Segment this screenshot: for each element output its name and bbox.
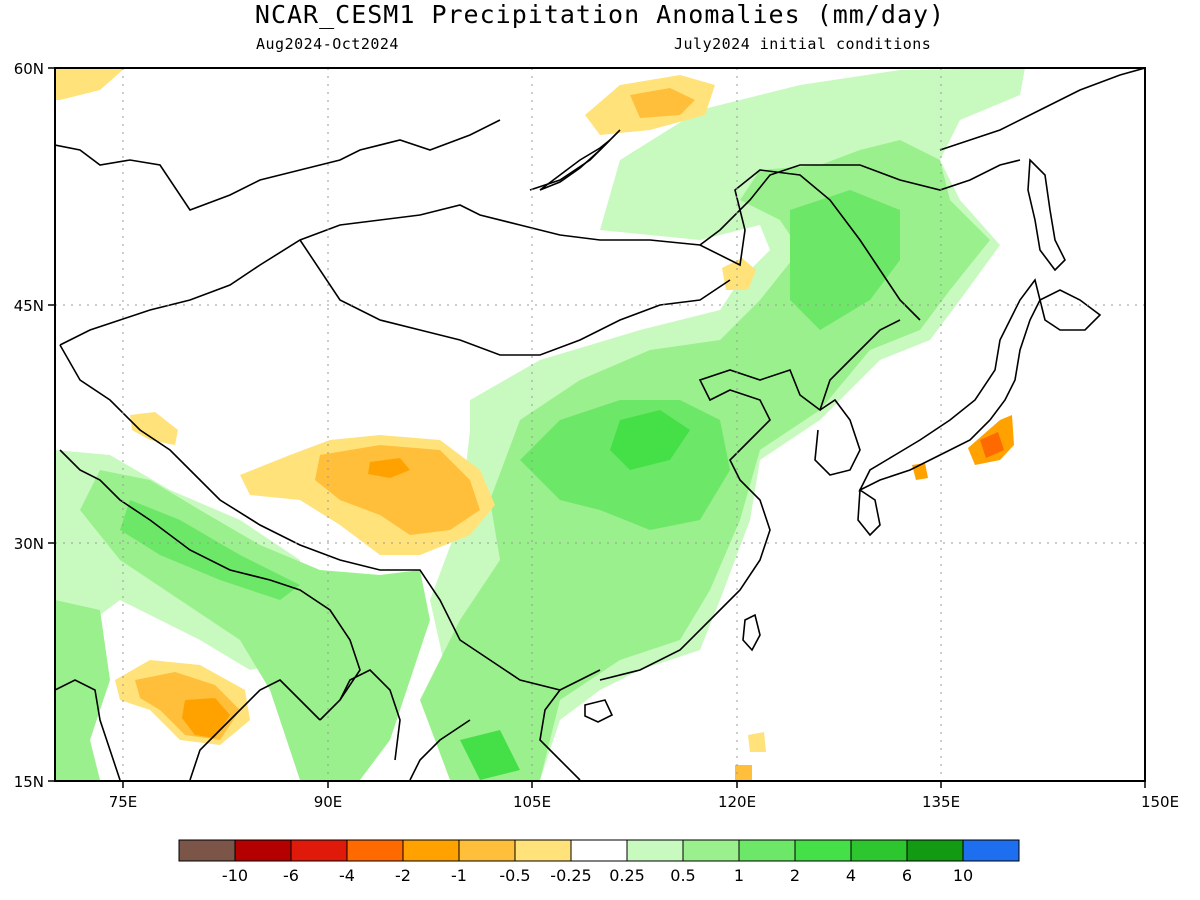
tick-marks (48, 67, 1146, 788)
indochina-coast (409, 689, 581, 781)
colorbar-label: 6 (902, 866, 912, 885)
colorbar-label: -6 (283, 866, 299, 885)
lon-labels: 75E 90E 105E 120E 135E 150E (109, 793, 1179, 811)
mongolia-border (299, 239, 731, 356)
coastlines-and-borders (55, 68, 1145, 781)
japan-hokkaido (1039, 289, 1102, 331)
colorbar-swatch (346, 839, 404, 862)
colorbar-label: -1 (451, 866, 467, 885)
shaded-anomalies (55, 68, 1025, 780)
wet-himalaya-core (120, 500, 300, 600)
tibet-dry-core (368, 458, 410, 478)
lon-label: 150E (1141, 793, 1179, 811)
northwest-dry (55, 68, 125, 100)
colorbar-label: 10 (953, 866, 973, 885)
india-border (59, 449, 361, 721)
colorbar-swatch (682, 839, 740, 862)
colorbar-swatch (234, 839, 292, 862)
india-west-wet-medium (55, 600, 110, 780)
graticule (55, 68, 1145, 781)
colorbar-swatch (962, 839, 1020, 862)
hainan (584, 699, 614, 723)
japan-dry-core (980, 432, 1004, 458)
colorbar: -10 -6 -4 -2 -1 -0.5 -0.25 0.25 0.5 1 2 4 6 10 (178, 839, 1020, 885)
map-title: NCAR_CESM1 Precipitation Anomalies (mm/d… (254, 0, 946, 29)
baikal (539, 139, 611, 191)
colorbar-swatch (794, 839, 852, 862)
kyushu (857, 488, 881, 537)
amur-dry (722, 258, 756, 290)
colorbar-label: -0.25 (550, 866, 591, 885)
colorbar-label: -0.5 (499, 866, 530, 885)
forecast-period: Aug2024-Oct2024 (256, 35, 399, 53)
okhotsk-dry-orange (630, 88, 695, 118)
lon-label: 90E (314, 793, 343, 811)
india-dry-core (182, 698, 230, 738)
colorbar-label: 0.25 (609, 866, 645, 885)
colorbar-swatch (290, 839, 348, 862)
colorbar-label: 1 (734, 866, 744, 885)
luzon-dry (748, 732, 766, 752)
wet-peak-indochina (460, 730, 520, 780)
colorbar-swatch (570, 839, 628, 862)
colorbar-swatch (458, 839, 516, 862)
colorbar-swatch (850, 839, 908, 862)
colorbar-swatch (178, 839, 236, 862)
tibet-dry-orange (315, 445, 480, 535)
colorbar-swatch (626, 839, 684, 862)
india-west-coast (55, 679, 121, 781)
lat-label: 45N (14, 297, 44, 315)
colorbar-label: 4 (846, 866, 856, 885)
kazakh-dry (130, 412, 178, 445)
taiwan (742, 613, 761, 652)
sakhalin (1027, 158, 1066, 272)
colorbar-label: -2 (395, 866, 411, 885)
china-west-border (59, 344, 601, 691)
lat-label: 15N (14, 773, 44, 791)
colorbar-swatch (402, 839, 460, 862)
kamchatka-coast (939, 68, 1145, 151)
colorbar-swatch (738, 839, 796, 862)
colorbar-swatch (514, 839, 572, 862)
taiwan-dry (735, 765, 752, 780)
lat-labels: 60N 45N 30N 15N (14, 60, 44, 791)
colorbar-label: 0.5 (670, 866, 695, 885)
colorbar-label: 2 (790, 866, 800, 885)
lat-label: 60N (14, 60, 44, 78)
lon-label: 75E (109, 793, 138, 811)
wet-peak-north-china (610, 410, 690, 470)
japan-honshu (858, 278, 1041, 492)
korea-coast (814, 398, 861, 476)
initial-conditions: July2024 initial conditions (674, 35, 932, 53)
lat-label: 30N (14, 535, 44, 553)
colorbar-label: -10 (222, 866, 248, 885)
colorbar-label: -4 (339, 866, 355, 885)
russia-china-border (59, 169, 921, 346)
lon-label: 120E (718, 793, 756, 811)
map-frame (54, 67, 1146, 782)
colorbar-swatch (906, 839, 964, 862)
wet-core-northeast (790, 190, 900, 330)
bay-of-bengal-coast (189, 669, 401, 781)
lon-label: 135E (922, 793, 960, 811)
west-siberia-coast (55, 119, 501, 211)
lon-label: 105E (513, 793, 551, 811)
